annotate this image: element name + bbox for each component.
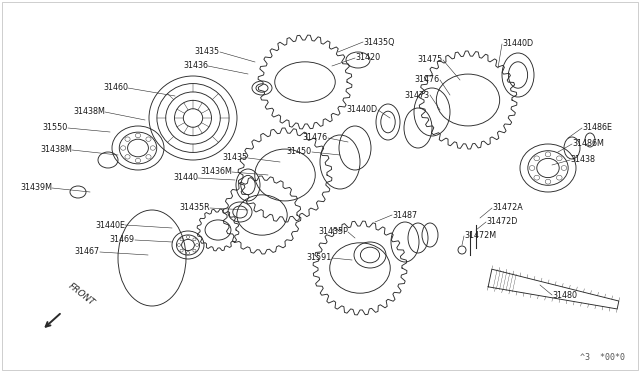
Text: 31472A: 31472A	[492, 203, 523, 212]
Text: 31472M: 31472M	[464, 231, 496, 241]
Text: 31440: 31440	[173, 173, 198, 183]
Text: 31591: 31591	[307, 253, 332, 263]
Text: FRONT: FRONT	[67, 282, 97, 308]
Text: 31435: 31435	[223, 154, 248, 163]
Text: 31435P: 31435P	[318, 228, 348, 237]
Text: 31420: 31420	[355, 54, 380, 62]
Text: 31476: 31476	[303, 134, 328, 142]
Text: 31486E: 31486E	[582, 124, 612, 132]
Text: 31550: 31550	[43, 124, 68, 132]
Text: 31473: 31473	[405, 90, 430, 99]
Text: 31439M: 31439M	[20, 183, 52, 192]
Text: 31436: 31436	[183, 61, 208, 71]
Text: 31467: 31467	[75, 247, 100, 257]
Text: 31476: 31476	[415, 76, 440, 84]
Text: 31435Q: 31435Q	[363, 38, 394, 46]
Text: 31438M: 31438M	[73, 108, 105, 116]
Text: 31436M: 31436M	[200, 167, 232, 176]
Text: 31435R: 31435R	[179, 203, 210, 212]
Text: 31438: 31438	[570, 155, 595, 164]
Text: 31486M: 31486M	[572, 140, 604, 148]
Text: 31435: 31435	[195, 48, 220, 57]
Text: 31487: 31487	[392, 211, 417, 219]
Text: 31440E: 31440E	[95, 221, 125, 230]
Text: 31475: 31475	[418, 55, 443, 64]
Text: 31450: 31450	[287, 148, 312, 157]
Text: 31469: 31469	[110, 235, 135, 244]
Text: 31480: 31480	[552, 291, 577, 299]
Text: 31460: 31460	[103, 83, 128, 93]
Text: ^3  *00*0: ^3 *00*0	[580, 353, 625, 362]
Text: 31438M: 31438M	[40, 145, 72, 154]
Text: 31440D: 31440D	[502, 39, 533, 48]
Text: 31472D: 31472D	[486, 218, 517, 227]
Text: 31440D: 31440D	[347, 106, 378, 115]
